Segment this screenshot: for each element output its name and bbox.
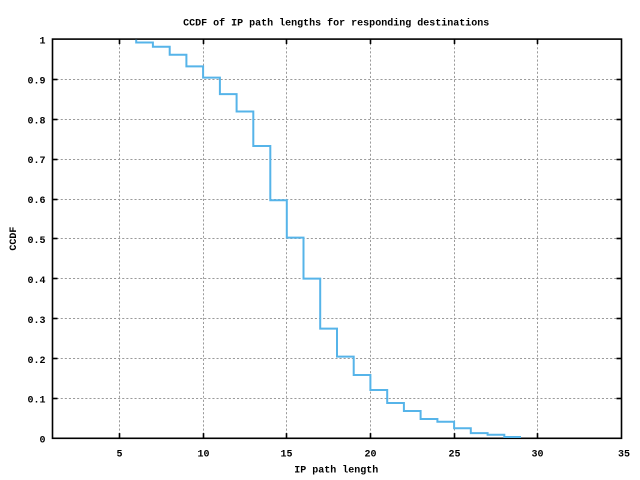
svg-text:CCDF: CCDF — [9, 227, 20, 251]
svg-text:0.2: 0.2 — [27, 356, 45, 367]
svg-text:0.7: 0.7 — [27, 156, 45, 167]
svg-text:0.1: 0.1 — [27, 396, 45, 407]
svg-text:IP path length: IP path length — [294, 465, 378, 477]
svg-text:0.6: 0.6 — [27, 196, 45, 207]
svg-text:0.8: 0.8 — [27, 116, 45, 127]
svg-text:CCDF of IP path lengths for re: CCDF of IP path lengths for responding d… — [183, 18, 489, 30]
svg-text:1: 1 — [39, 37, 45, 48]
svg-text:0.3: 0.3 — [27, 316, 45, 327]
svg-text:0.5: 0.5 — [27, 236, 45, 247]
svg-text:35: 35 — [618, 449, 630, 460]
svg-text:5: 5 — [116, 449, 122, 460]
svg-text:15: 15 — [280, 449, 292, 460]
svg-text:30: 30 — [531, 449, 543, 460]
svg-text:10: 10 — [197, 449, 209, 460]
svg-text:0: 0 — [39, 436, 45, 447]
svg-text:0.4: 0.4 — [27, 276, 45, 287]
svg-text:25: 25 — [448, 449, 460, 460]
svg-text:0.9: 0.9 — [27, 76, 45, 87]
svg-text:20: 20 — [364, 449, 376, 460]
